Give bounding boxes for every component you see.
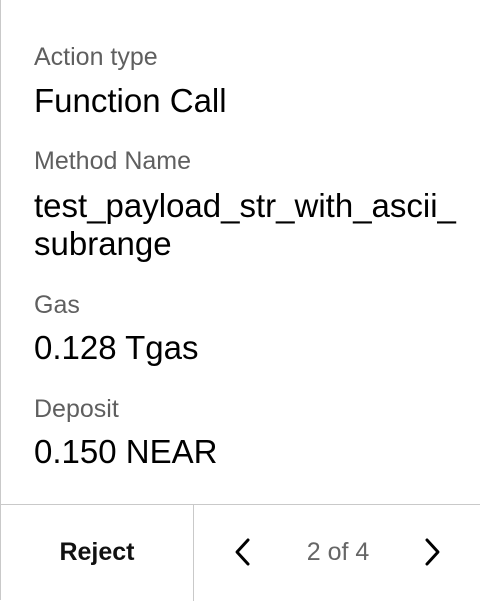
chevron-right-icon xyxy=(413,538,449,573)
page-indicator: 2 of 4 xyxy=(306,538,370,566)
method-name-label: Method Name xyxy=(34,147,192,175)
action-type-value: Function Call xyxy=(34,82,227,119)
footer-divider xyxy=(193,505,194,601)
action-footer: Reject 2 of 4 xyxy=(1,504,480,601)
next-page-button[interactable] xyxy=(413,534,449,570)
gas-value: 0.128 Tgas xyxy=(34,329,199,366)
deposit-label: Deposit xyxy=(34,395,119,423)
chevron-left-icon xyxy=(226,538,262,573)
pagination: 2 of 4 xyxy=(194,505,480,600)
deposit-value: 0.150 NEAR xyxy=(34,433,218,470)
reject-button[interactable]: Reject xyxy=(1,505,193,600)
method-name-value: test_payload_str_with_ascii_subrange xyxy=(34,187,456,262)
previous-page-button[interactable] xyxy=(226,534,262,570)
gas-label: Gas xyxy=(34,291,80,319)
action-type-label: Action type xyxy=(34,43,158,71)
